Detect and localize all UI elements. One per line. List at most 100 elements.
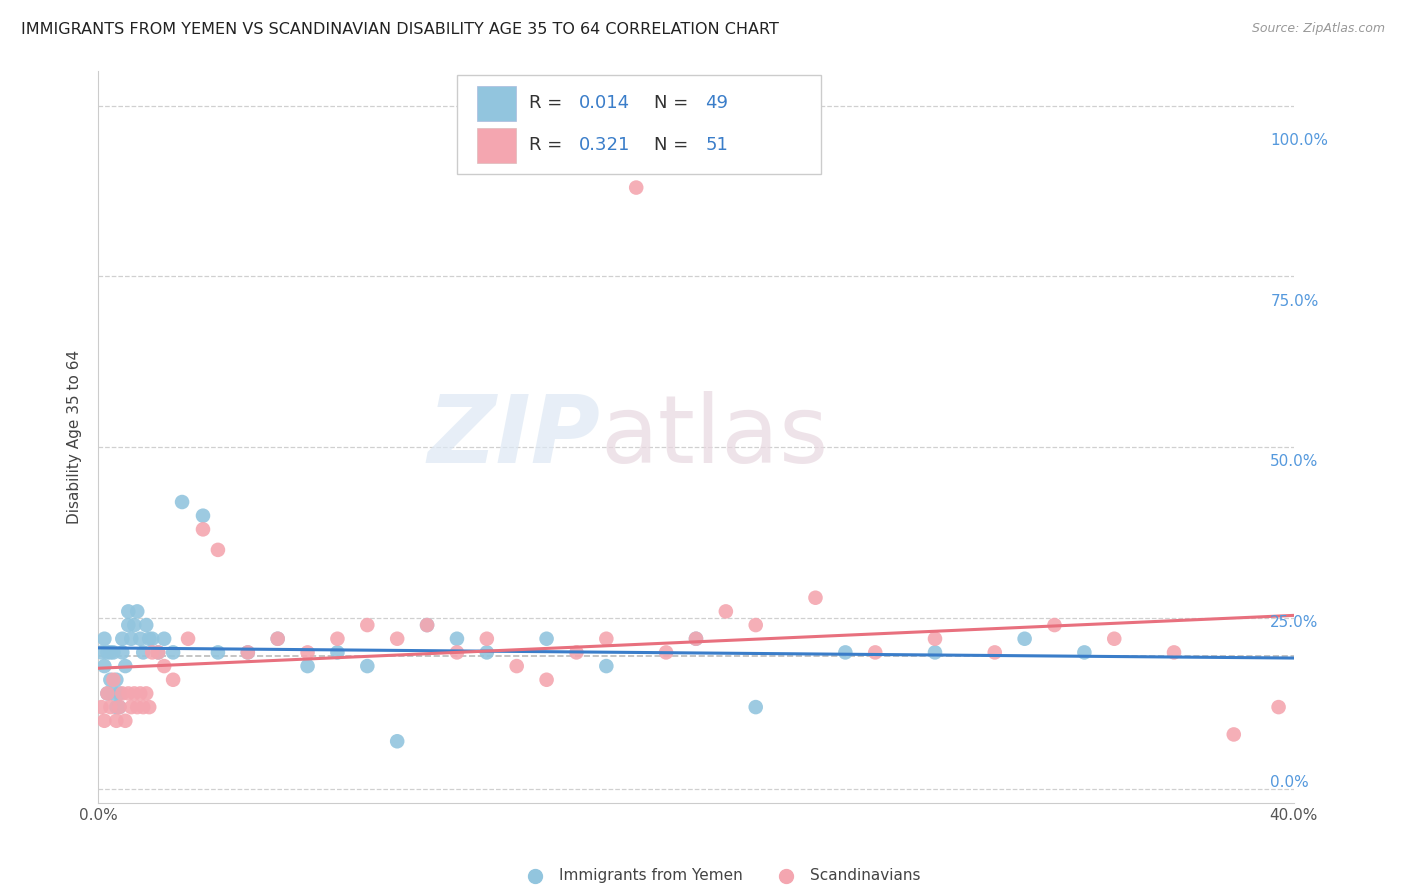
Point bbox=[519, 632, 541, 647]
FancyBboxPatch shape bbox=[503, 111, 835, 203]
Point bbox=[409, 620, 432, 634]
Point bbox=[464, 620, 486, 634]
Text: R =: R = bbox=[568, 128, 607, 146]
Point bbox=[200, 697, 222, 711]
Point bbox=[173, 646, 195, 660]
Point bbox=[1199, 723, 1222, 737]
Point bbox=[382, 646, 405, 660]
Point bbox=[240, 504, 263, 518]
Text: Immigrants from Yemen: Immigrants from Yemen bbox=[595, 855, 779, 870]
Point bbox=[186, 632, 209, 647]
Point bbox=[219, 646, 242, 660]
Point bbox=[682, 646, 704, 660]
Point bbox=[710, 632, 733, 647]
Text: R =: R = bbox=[568, 168, 607, 186]
Point bbox=[1240, 697, 1263, 711]
Y-axis label: Disability Age 35 to 64: Disability Age 35 to 64 bbox=[67, 363, 83, 538]
Point bbox=[191, 620, 214, 634]
Point bbox=[188, 710, 211, 724]
Point bbox=[179, 671, 201, 685]
Point bbox=[173, 684, 195, 698]
Point bbox=[981, 646, 1004, 660]
Point bbox=[219, 646, 242, 660]
Point bbox=[574, 632, 596, 647]
Point bbox=[232, 671, 254, 685]
Point bbox=[763, 620, 786, 634]
Point bbox=[627, 632, 650, 647]
Text: N =: N = bbox=[682, 128, 723, 146]
Point bbox=[845, 646, 868, 660]
Point bbox=[356, 658, 378, 673]
Point bbox=[197, 684, 219, 698]
Point bbox=[437, 729, 460, 743]
Point bbox=[737, 607, 759, 622]
Point bbox=[208, 684, 231, 698]
Bar bbox=[522, 160, 555, 193]
Point bbox=[184, 697, 207, 711]
Point bbox=[1091, 632, 1114, 647]
Point bbox=[600, 646, 623, 660]
Point bbox=[208, 620, 231, 634]
Point bbox=[260, 517, 283, 532]
Point bbox=[409, 658, 432, 673]
Point bbox=[214, 632, 236, 647]
Point bbox=[437, 632, 460, 647]
Point bbox=[184, 697, 207, 711]
Point bbox=[205, 646, 228, 660]
Point bbox=[176, 646, 198, 660]
Text: atlas: atlas bbox=[633, 404, 862, 497]
Point bbox=[188, 658, 211, 673]
Point bbox=[818, 594, 841, 608]
Point bbox=[710, 632, 733, 647]
Point bbox=[176, 671, 198, 685]
Point bbox=[873, 646, 896, 660]
Point bbox=[763, 697, 786, 711]
Point bbox=[356, 646, 378, 660]
Point bbox=[464, 620, 486, 634]
Point bbox=[328, 632, 350, 647]
Point bbox=[1144, 646, 1167, 660]
Point bbox=[301, 646, 323, 660]
Text: 51: 51 bbox=[730, 168, 752, 186]
Point bbox=[202, 632, 225, 647]
Point bbox=[1063, 646, 1085, 660]
Point bbox=[176, 697, 198, 711]
Point bbox=[170, 710, 193, 724]
Point bbox=[274, 549, 297, 564]
Point bbox=[246, 632, 269, 647]
Text: N =: N = bbox=[682, 168, 723, 186]
Text: Scandinavians: Scandinavians bbox=[824, 855, 935, 870]
Point bbox=[202, 684, 225, 698]
Point bbox=[211, 632, 233, 647]
Point bbox=[191, 684, 214, 698]
Point bbox=[328, 632, 350, 647]
Point bbox=[167, 646, 190, 660]
Point bbox=[179, 646, 201, 660]
Point bbox=[170, 632, 193, 647]
Point bbox=[186, 684, 209, 698]
Point bbox=[191, 607, 214, 622]
Point bbox=[181, 697, 204, 711]
Point bbox=[519, 646, 541, 660]
Point bbox=[225, 658, 247, 673]
Point bbox=[184, 684, 207, 698]
Text: 0.321: 0.321 bbox=[614, 168, 665, 186]
Bar bbox=[522, 120, 555, 153]
Point bbox=[214, 646, 236, 660]
Point bbox=[627, 658, 650, 673]
Point bbox=[170, 658, 193, 673]
Text: IMMIGRANTS FROM YEMEN VS SCANDINAVIAN DISABILITY AGE 35 TO 64 CORRELATION CHART: IMMIGRANTS FROM YEMEN VS SCANDINAVIAN DI… bbox=[21, 22, 779, 37]
Point bbox=[179, 684, 201, 698]
Point bbox=[382, 632, 405, 647]
Point bbox=[200, 607, 222, 622]
Point bbox=[492, 646, 515, 660]
Point bbox=[186, 646, 209, 660]
Point bbox=[181, 671, 204, 685]
Point bbox=[1036, 620, 1059, 634]
Point bbox=[181, 710, 204, 724]
Text: 49: 49 bbox=[730, 128, 752, 146]
Point bbox=[173, 684, 195, 698]
Point bbox=[232, 646, 254, 660]
Point bbox=[492, 632, 515, 647]
Text: 0.014: 0.014 bbox=[614, 128, 665, 146]
